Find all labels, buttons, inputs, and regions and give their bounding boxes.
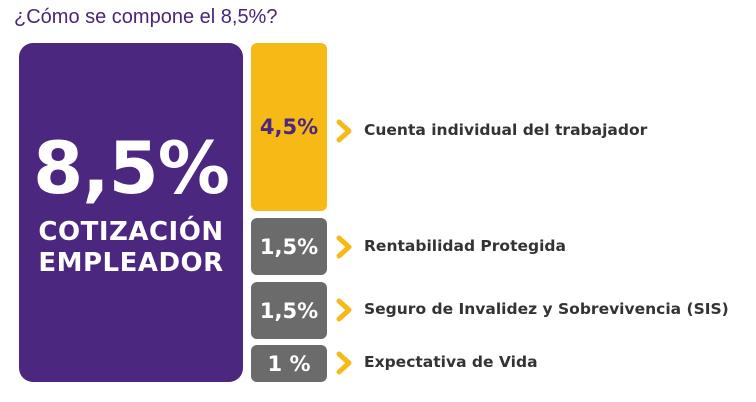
component-label: Seguro de Invalidez y Sobrevivencia (SIS… bbox=[364, 300, 729, 318]
component-value-box: 1 % bbox=[251, 345, 327, 382]
component-value-box: 4,5% bbox=[251, 43, 327, 211]
chevron-right-icon bbox=[336, 119, 352, 143]
total-label-line1: COTIZACIÓN bbox=[38, 217, 224, 247]
component-value-box: 1,5% bbox=[251, 282, 327, 339]
component-label: Cuenta individual del trabajador bbox=[364, 121, 648, 139]
component-label: Expectativa de Vida bbox=[364, 353, 538, 371]
component-label: Rentabilidad Protegida bbox=[364, 237, 566, 255]
total-value: 8,5% bbox=[33, 126, 230, 210]
page-title: ¿Cómo se compone el 8,5%? bbox=[14, 6, 278, 28]
component-value-box: 1,5% bbox=[251, 218, 327, 275]
chevron-right-icon bbox=[336, 235, 352, 259]
total-label-line2: EMPLEADOR bbox=[38, 248, 224, 278]
chevron-right-icon bbox=[336, 298, 352, 322]
chevron-right-icon bbox=[336, 351, 352, 375]
total-contribution-block: 8,5% COTIZACIÓN EMPLEADOR bbox=[19, 43, 243, 382]
